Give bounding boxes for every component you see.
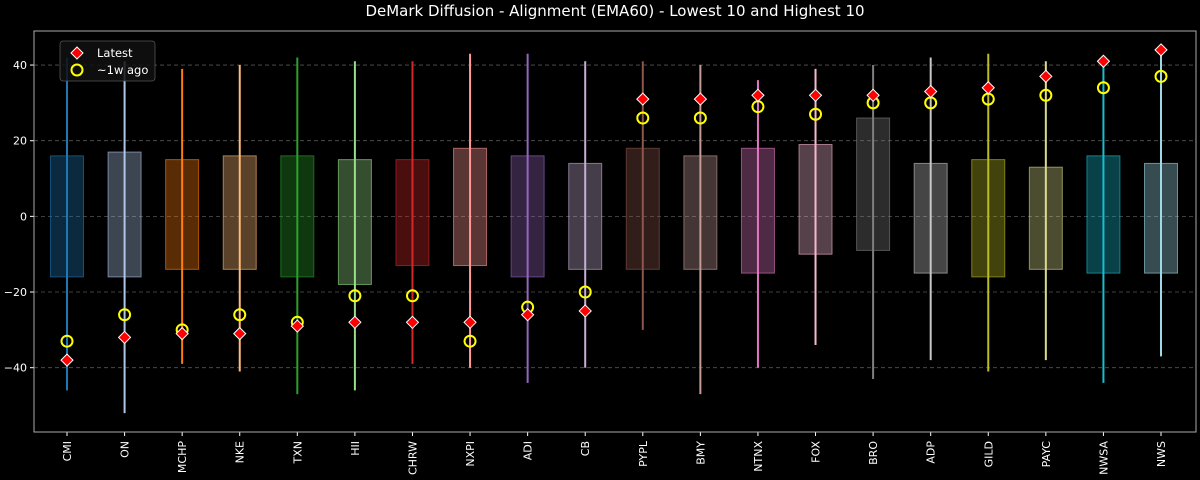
latest-point-nke — [233, 326, 247, 341]
latest-point-hii — [348, 315, 362, 329]
x-tick-label-cmi: CMI — [61, 441, 74, 461]
x-tick-label-on: ON — [119, 441, 132, 458]
x-tick-label-adi: ADI — [522, 441, 535, 460]
x-tick-label-pypl: PYPL — [637, 440, 650, 467]
x-tick-label-mchp: MCHP — [176, 441, 189, 473]
x-axis: CMI ON MCHP NKE TXN HII CHRW NXPI ADI CB PYPL BMY NT… — [61, 432, 1168, 475]
latest-point-bmy — [693, 92, 708, 106]
latest-point-txn — [290, 319, 305, 333]
latest-point-payc — [1039, 69, 1053, 84]
grid — [34, 64, 1196, 369]
y-tick-label: 20 — [13, 135, 27, 148]
y-tick-label: 0 — [20, 210, 27, 223]
plot-markers — [60, 43, 1168, 367]
x-tick-label-cb: CB — [579, 441, 592, 456]
plot-frame — [33, 30, 1197, 433]
week-ago-point-chrw — [405, 289, 419, 303]
latest-point-adp — [923, 84, 938, 99]
week-ago-point-hii — [348, 289, 362, 303]
latest-point-cmi — [60, 353, 74, 367]
x-tick-label-hii: HII — [349, 441, 362, 456]
latest-point-chrw — [405, 315, 420, 329]
x-tick-label-adp: ADP — [925, 441, 938, 464]
plot-boxes — [50, 46, 1178, 414]
week-ago-point-pypl — [636, 111, 650, 125]
latest-point-nws — [1154, 43, 1168, 57]
legend-latest-label: Latest — [97, 46, 133, 60]
week-ago-point-fox — [809, 107, 823, 121]
x-tick-label-payc: PAYC — [1040, 441, 1053, 468]
week-ago-point-bmy — [693, 111, 707, 125]
latest-point-gild — [981, 81, 995, 95]
week-ago-point-nws — [1154, 69, 1168, 83]
x-tick-label-ntnx: NTNX — [752, 441, 765, 472]
y-axis: −40 −20 0 20 40 — [4, 59, 34, 375]
latest-point-nwsa — [1096, 54, 1111, 68]
x-tick-label-nws: NWS — [1155, 441, 1168, 467]
x-tick-label-chrw: CHRW — [406, 441, 419, 475]
legend-week-ago-label: ~1w ago — [97, 63, 148, 77]
latest-point-on — [117, 330, 132, 345]
x-tick-label-fox: FOX — [810, 441, 823, 463]
x-tick-label-gild: GILD — [982, 441, 995, 467]
latest-point-ntnx — [751, 88, 765, 103]
week-ago-point-payc — [1039, 88, 1053, 102]
week-ago-point-on — [118, 308, 132, 322]
x-tick-label-bmy: BMY — [694, 441, 707, 465]
chart-title: DeMark Diffusion - Alignment (EMA60) - L… — [365, 2, 864, 20]
x-tick-label-nxpi: NXPI — [464, 441, 477, 467]
y-tick-label: −20 — [4, 286, 27, 299]
latest-point-fox — [808, 88, 823, 103]
x-tick-label-txn: TXN — [291, 441, 304, 464]
week-ago-point-cmi — [60, 334, 74, 348]
x-tick-label-bro: BRO — [867, 441, 880, 465]
latest-point-adi — [520, 308, 535, 322]
x-tick-label-nke: NKE — [234, 441, 247, 463]
x-tick-label-nwsa: NWSA — [1097, 441, 1110, 475]
latest-point-mchp — [175, 326, 189, 341]
y-tick-label: −40 — [4, 362, 27, 375]
y-tick-label: 40 — [13, 59, 27, 72]
legend-latest-marker — [70, 46, 84, 60]
week-ago-point-nke — [233, 308, 247, 322]
latest-point-bro — [866, 88, 880, 103]
legend-week-ago-marker — [70, 63, 84, 77]
latest-point-pypl — [636, 92, 650, 106]
week-ago-point-nwsa — [1096, 81, 1110, 95]
week-ago-point-nxpi — [463, 334, 477, 348]
legend-box — [59, 40, 156, 82]
latest-point-nxpi — [463, 315, 477, 329]
week-ago-point-cb — [578, 285, 592, 299]
legend: Latest ~1w ago — [59, 40, 156, 82]
latest-point-cb — [578, 304, 592, 318]
